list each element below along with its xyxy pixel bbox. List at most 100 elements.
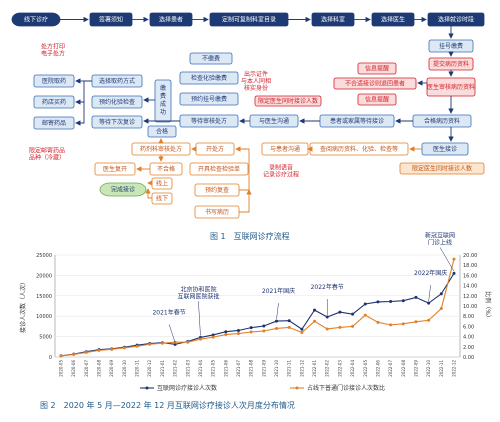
svg-text:医院取药: 医院取药 bbox=[42, 77, 66, 85]
svg-text:选择患者: 选择患者 bbox=[159, 16, 183, 24]
legend: 互联网诊疗接诊人次数 占线下普通门诊接诊人次数比 bbox=[140, 384, 385, 392]
series-2-point bbox=[401, 322, 405, 326]
series-1-point bbox=[351, 312, 355, 316]
series-2-point bbox=[351, 324, 355, 328]
x-tick-label: 2022-04 bbox=[350, 360, 355, 377]
open-exam-box: 开具检查检验单 bbox=[189, 162, 249, 176]
svg-text:书写病历: 书写病历 bbox=[205, 208, 229, 216]
annotation-label: 新冠互联网门诊上线 bbox=[425, 231, 455, 246]
series-2-point bbox=[59, 354, 63, 358]
svg-text:挂号缴费: 挂号缴费 bbox=[439, 42, 463, 50]
svg-text:完成接诊: 完成接诊 bbox=[111, 186, 135, 194]
x-tick-label: 2022-09 bbox=[413, 360, 418, 377]
x-tick-label: 2021-02 bbox=[173, 360, 178, 377]
info-tip-1: 信息提醒 bbox=[357, 62, 397, 75]
pay-success-box: 缴费成功 bbox=[154, 79, 172, 123]
series-line-2 bbox=[60, 258, 455, 357]
flow-arrow bbox=[75, 80, 92, 105]
top-step-7: 选择就诊时段 bbox=[427, 12, 485, 27]
top-step-6: 选择医生 bbox=[371, 12, 415, 27]
svg-text:缴费成功: 缴费成功 bbox=[160, 84, 166, 116]
x-tick-label: 2020-08 bbox=[97, 360, 102, 377]
x-tick-label: 2020-10 bbox=[122, 360, 127, 377]
series-1-point bbox=[338, 310, 342, 314]
svg-text:信息提醒: 信息提醒 bbox=[365, 96, 389, 104]
svg-text:线上: 线上 bbox=[156, 180, 168, 188]
x-tick-label: 2020-06 bbox=[71, 360, 76, 377]
svg-text:等待审核处方: 等待审核处方 bbox=[191, 117, 227, 125]
svg-text:不合格: 不合格 bbox=[157, 165, 175, 173]
svg-text:开具检查检验单: 开具检查检验单 bbox=[198, 165, 240, 173]
x-tick-label: 2022-12 bbox=[452, 360, 457, 377]
series-line-1 bbox=[60, 273, 455, 357]
series-1-point bbox=[439, 292, 443, 296]
series-2-point bbox=[389, 323, 393, 327]
flow-arrow bbox=[145, 188, 152, 199]
svg-text:线下: 线下 bbox=[156, 195, 168, 203]
flowchart-diagram: 线下诊疗 签署须知 选择患者 定制可复制科室目录 选择科室 选择医生 选择就诊时段挂号缴费提… bbox=[11, 12, 485, 219]
series-1-point bbox=[363, 302, 367, 306]
x-tick-label: 2021-05 bbox=[211, 360, 216, 377]
y2-axis-label: 比例（%） bbox=[484, 291, 492, 321]
series-2-point bbox=[439, 307, 443, 311]
y-tick-label: 5000 bbox=[39, 335, 52, 341]
series-2-point bbox=[110, 347, 114, 351]
x-tick-label: 2021-01 bbox=[160, 360, 165, 377]
svg-text:信息提醒: 信息提醒 bbox=[365, 65, 389, 73]
series-2-point bbox=[338, 325, 342, 329]
y-tick-label: 0 bbox=[49, 355, 52, 361]
flow-arrow bbox=[75, 102, 85, 126]
record-comm-box: 录制语音记录诊疗过程 bbox=[263, 164, 299, 179]
svg-text:签署须知: 签署须知 bbox=[99, 16, 123, 24]
svg-text:预约复查: 预约复查 bbox=[205, 186, 229, 194]
svg-text:提交病历资料: 提交病历资料 bbox=[433, 60, 469, 68]
annotation-label: 北京协和医院互联网医院获批 bbox=[177, 285, 219, 300]
y-axis-label: 接诊人次数（人次） bbox=[19, 279, 27, 333]
series-2-point bbox=[135, 344, 139, 348]
legend-label: 占线下普通门诊接诊人次数比 bbox=[307, 384, 385, 392]
x-tick-label: 2022-10 bbox=[426, 360, 431, 377]
y2-tick-label: 12.00 bbox=[463, 294, 477, 300]
x-tick-label: 2020-09 bbox=[109, 360, 114, 377]
x-tick-label: 2021-11 bbox=[287, 360, 292, 377]
series-1-point bbox=[224, 330, 228, 334]
limit-count-box: 限定医生同时接诊人数 bbox=[399, 162, 485, 175]
x-tick-label: 2021-04 bbox=[198, 360, 203, 377]
svg-text:合格病历资料: 合格病历资料 bbox=[424, 117, 460, 125]
svg-text:患者或家属等待接诊: 患者或家属等待接诊 bbox=[330, 117, 384, 125]
annotation-pointer bbox=[198, 301, 201, 336]
flow-arrow bbox=[239, 189, 252, 213]
svg-text:药剂科审核处方: 药剂科审核处方 bbox=[140, 145, 182, 153]
x-tick-label: 2022-06 bbox=[375, 360, 380, 377]
series-1-point bbox=[414, 295, 418, 299]
mail-note: 限定邮寄药品品种（冷藏） bbox=[29, 147, 65, 162]
top-step-4: 定制可复制科室目录 bbox=[209, 12, 289, 27]
annotation-pointer bbox=[439, 247, 455, 272]
x-tick-label: 2021-07 bbox=[236, 360, 241, 377]
x-tick-label: 2021-12 bbox=[299, 360, 304, 377]
series-2-point bbox=[300, 331, 304, 335]
series-2-point bbox=[84, 350, 88, 354]
series-2-point bbox=[325, 327, 329, 331]
qualified-right-box: 合格病历资料 bbox=[412, 114, 472, 128]
x-tick-label: 2021-09 bbox=[261, 360, 266, 377]
pickup-store-box: 药店买药 bbox=[33, 95, 75, 109]
mail-drug-box: 邮寄药品 bbox=[33, 116, 75, 130]
check-exam-box: 检查化验缴费 bbox=[179, 71, 239, 85]
annotation-pointer bbox=[276, 303, 279, 320]
y2-tick-label: 18.00 bbox=[463, 263, 477, 269]
appt-exam-box: 预约化验检查 bbox=[91, 95, 143, 109]
x-tick-label: 2022-05 bbox=[363, 360, 368, 377]
series-2-point bbox=[198, 337, 202, 341]
annotation-label: 2021年国庆 bbox=[262, 287, 295, 295]
series-2-point bbox=[72, 352, 76, 356]
info-tip-2: 信息提醒 bbox=[357, 93, 397, 106]
x-tick-label: 2020-11 bbox=[135, 360, 140, 377]
svg-text:医生审核病历资料: 医生审核病历资料 bbox=[427, 83, 475, 91]
rx-print-note: 处方打印电子处方 bbox=[41, 43, 65, 58]
offline-box: 线下 bbox=[151, 192, 173, 205]
y2-tick-label: 10.00 bbox=[463, 304, 477, 310]
series-2-point bbox=[148, 342, 152, 346]
svg-text:预约挂号缴费: 预约挂号缴费 bbox=[191, 95, 227, 103]
x-tick-label: 2021-06 bbox=[223, 360, 228, 377]
